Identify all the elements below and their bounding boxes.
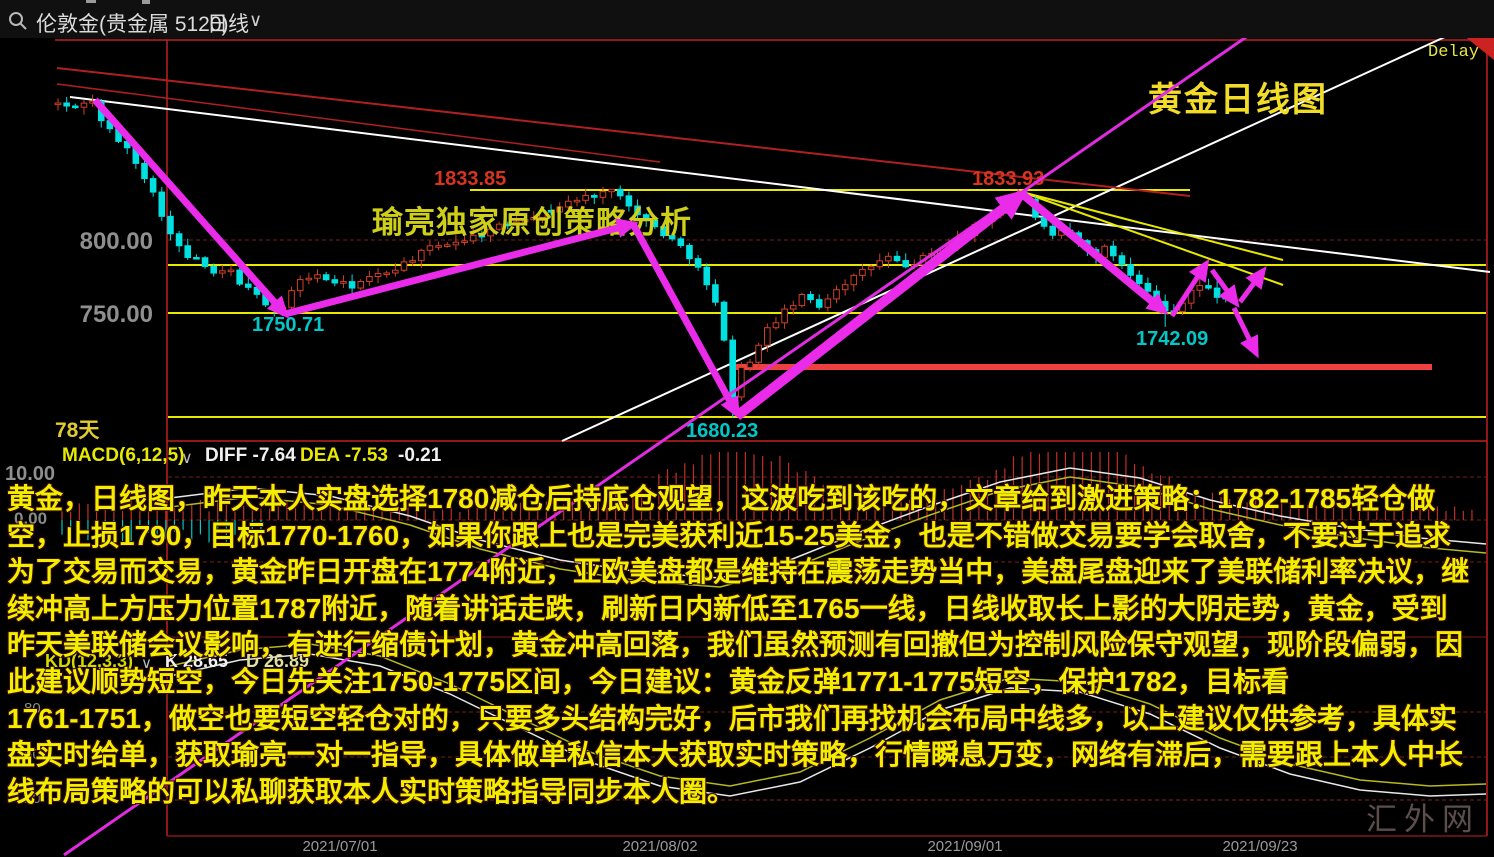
macd-diff-value: DIFF -7.64: [205, 445, 296, 466]
commentary-line: 空，止损1790，目标1770-1760，如果你跟上也是完美获利近15-25美金…: [7, 519, 1451, 551]
kd-indicator-label[interactable]: KD(12,3,3): [45, 651, 134, 671]
x-axis-date: 2021/08/02: [622, 838, 698, 855]
kd-scale-20: 20: [24, 790, 41, 807]
macd-dea-value: DEA -7.53: [300, 445, 388, 466]
macd-indicator-label[interactable]: MACD(6,12,5): [62, 445, 185, 466]
analyst-commentary: 黄金，日线图，昨天本人实盘选择1780减仓后持底仓观望，这波吃到该吃的，文章给到…: [7, 481, 1493, 810]
commentary-line: 为了交易而交易，黄金昨日开盘在1774附近，亚欧美盘都是维持在震荡走势当中，美盘…: [7, 556, 1470, 588]
kd-k-value: K 28.65: [165, 651, 229, 671]
price-tag-low-sep: 1742.09: [1136, 328, 1209, 350]
price-tag-high-aug: 1833.85: [434, 168, 507, 190]
instrument-name[interactable]: 伦敦金(贵金属 5120): [36, 13, 229, 36]
kd-d-value: D 26.89: [246, 651, 310, 671]
price-tag-low-jul: 1750.71: [252, 314, 325, 336]
macd-scale-top: 10.00: [5, 463, 56, 485]
chevron-down-icon[interactable]: ∨: [249, 10, 263, 30]
delay-badge: Delay: [1428, 43, 1480, 62]
chevron-down-icon[interactable]: ∨: [141, 655, 152, 672]
kd-scale-50: 50: [24, 746, 41, 763]
chart-title: 黄金日线图: [1148, 81, 1328, 119]
commentary-line: 续冲高上方压力位置1787附近，随着讲话走跌，刷新日内新低至1765一线，日线收…: [7, 592, 1448, 624]
price-tag-high-sep: 1833.93: [972, 168, 1045, 190]
commentary-line: 昨天美联储会议影响，有进行缩债计划，黄金冲高回落，我们虽然预测有回撤但为控制风险…: [7, 629, 1464, 661]
kd-scale-80: 80: [24, 700, 41, 717]
commentary-line: 线布局策略的可以私聊获取本人实时策略指导同步本人圈。: [7, 775, 736, 807]
commentary-line: 此建议顺势短空，今日先关注1750-1775区间，今日建议：黄金反弹1771-1…: [7, 665, 1290, 697]
price-tag-low-aug: 1680.23: [686, 420, 759, 442]
x-axis-date: 2021/07/01: [302, 838, 378, 855]
commentary-line: 1761-1751，做空也要短空轻仓对的，只要多头结构完好，后市我们再找机会布局…: [7, 702, 1457, 734]
days-count-label: 78天: [55, 419, 100, 442]
timeframe-selector[interactable]: 日线: [207, 13, 249, 36]
top-tick: [142, 0, 150, 4]
chevron-down-icon[interactable]: ∨: [181, 450, 193, 467]
macd-hist-value: -0.21: [398, 445, 442, 466]
y-axis-label-1800: 800.00: [79, 228, 153, 255]
x-axis-date: 2021/09/23: [1222, 838, 1298, 855]
title-bar: 伦敦金(贵金属 5120) 日线 ∨: [0, 0, 1494, 38]
macd-scale-zero: 0.00: [14, 509, 48, 528]
commentary-line: 盘实时给单，获取瑜亮一对一指导，具体做单私信本大获取实时策略，行情瞬息万变，网络…: [7, 739, 1464, 771]
x-axis-date: 2021/09/01: [927, 838, 1003, 855]
y-axis-label-1750: 750.00: [79, 301, 153, 328]
instrument-search-icon[interactable]: [7, 10, 29, 32]
commentary-line: 黄金，日线图，昨天本人实盘选择1780减仓后持底仓观望，这波吃到该吃的，文章给到…: [7, 483, 1436, 514]
site-watermark: 汇外网: [1366, 802, 1480, 837]
top-tick: [86, 0, 96, 3]
